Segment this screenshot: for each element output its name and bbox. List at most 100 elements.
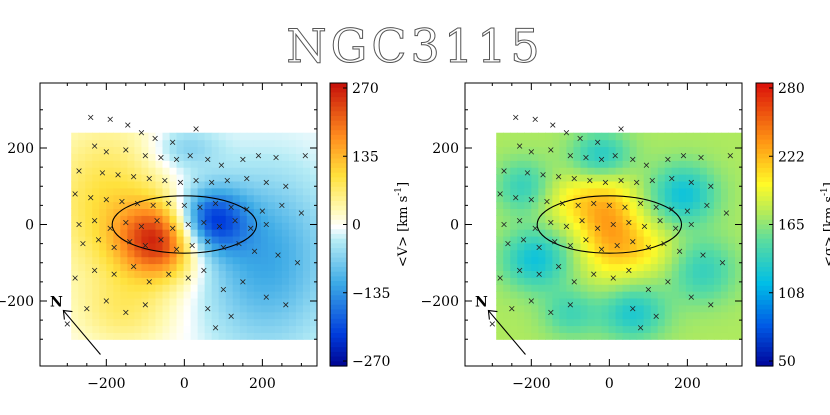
heatmap-cell <box>615 146 624 154</box>
heatmap-cell <box>120 201 128 210</box>
heatmap-cell <box>496 153 504 161</box>
heatmap-cell <box>496 256 504 265</box>
heatmap-cell <box>288 229 297 237</box>
heatmap-cell <box>274 153 283 161</box>
data-point-stroke <box>169 139 176 145</box>
heatmap-cell <box>664 249 673 258</box>
heatmap-cell <box>601 297 610 306</box>
heatmap-cell <box>169 235 178 244</box>
heatmap-cell <box>239 222 248 230</box>
heatmap-cell <box>622 146 631 154</box>
heatmap-cell <box>204 194 213 203</box>
data-point <box>91 217 98 224</box>
colorbar-band <box>330 158 347 164</box>
heatmap-cell <box>608 167 617 175</box>
heatmap-cell <box>295 263 304 271</box>
colorbar-band <box>330 130 347 136</box>
heatmap-cell <box>524 146 532 154</box>
heatmap-cell <box>510 284 518 292</box>
heatmap-cell <box>239 229 248 237</box>
heatmap-cell <box>692 291 701 299</box>
heatmap-cell <box>671 215 680 223</box>
data-point-stroke <box>594 139 601 145</box>
heatmap-cell <box>78 332 86 340</box>
heatmap-cell <box>92 304 100 313</box>
heatmap-cell <box>204 153 213 161</box>
heatmap-cell <box>608 187 617 196</box>
heatmap-cell <box>657 208 666 216</box>
heatmap-cell <box>608 208 617 216</box>
heatmap-cell <box>127 187 136 196</box>
heatmap-cell <box>601 187 610 196</box>
heatmap-cell <box>496 187 504 196</box>
heatmap-cell <box>608 174 617 182</box>
data-point <box>91 267 98 274</box>
heatmap-cell <box>246 284 255 292</box>
heatmap-cell <box>587 174 596 182</box>
heatmap-cell <box>260 215 269 223</box>
heatmap-cell <box>232 332 241 340</box>
heatmap-cell <box>85 277 93 285</box>
heatmap-cell <box>552 167 561 175</box>
data-point-stroke <box>665 279 671 285</box>
heatmap-cell <box>309 256 318 265</box>
heatmap-cell <box>503 256 511 265</box>
heatmap-cell <box>204 318 213 327</box>
heatmap-cell <box>636 311 645 320</box>
heatmap-cell <box>169 270 178 278</box>
heatmap-cell <box>204 304 213 313</box>
heatmap-cell <box>169 201 178 210</box>
heatmap-cell <box>678 297 687 306</box>
data-point-stroke <box>88 114 94 121</box>
colorbar-band <box>756 276 773 282</box>
heatmap-cell <box>587 229 596 237</box>
heatmap-cell <box>295 146 304 154</box>
heatmap-cell <box>727 139 736 148</box>
heatmap-cell <box>727 256 736 265</box>
data-point-stroke <box>298 210 305 216</box>
heatmap-cell <box>496 222 504 230</box>
heatmap-cell <box>106 325 114 333</box>
heatmap-cell <box>148 291 157 299</box>
heatmap-cell <box>92 311 100 320</box>
heatmap-cell <box>134 174 143 182</box>
heatmap-cell <box>503 229 511 237</box>
heatmap-cell <box>141 180 150 189</box>
data-point-stroke <box>622 204 628 210</box>
heatmap-cell <box>671 284 680 292</box>
heatmap-cell <box>190 304 199 313</box>
heatmap-cell <box>559 291 568 299</box>
heatmap-cell <box>288 311 297 320</box>
heatmap-cell <box>552 153 561 161</box>
heatmap-cell <box>155 270 164 278</box>
colorbar-band <box>756 116 773 122</box>
heatmap-cell <box>552 284 561 292</box>
heatmap-cell <box>706 249 715 258</box>
heatmap-cell <box>239 284 248 292</box>
heatmap-cell <box>517 297 525 306</box>
heatmap-cell <box>699 229 708 237</box>
heatmap-cell <box>559 325 568 333</box>
heatmap-cell <box>246 222 255 230</box>
colorbar-band <box>756 243 773 249</box>
heatmap-cell <box>295 284 304 292</box>
heatmap-cell <box>622 222 631 230</box>
heatmap-cell <box>587 270 596 278</box>
colorbar-band <box>756 196 773 202</box>
heatmap-cell <box>183 174 192 182</box>
heatmap-cell <box>309 174 318 182</box>
heatmap-cell <box>295 229 304 237</box>
heatmap-cell <box>650 167 659 175</box>
data-point <box>583 154 589 161</box>
heatmap-cell <box>496 160 504 168</box>
heatmap-cell <box>218 263 227 271</box>
heatmap-cell <box>134 332 143 340</box>
heatmap-cell <box>545 146 553 154</box>
heatmap-cell <box>706 242 715 251</box>
heatmap-cell <box>190 208 199 216</box>
heatmap-cell <box>615 153 624 161</box>
heatmap-cell <box>538 325 546 333</box>
heatmap-cell <box>148 167 157 175</box>
heatmap-cell <box>260 325 269 333</box>
